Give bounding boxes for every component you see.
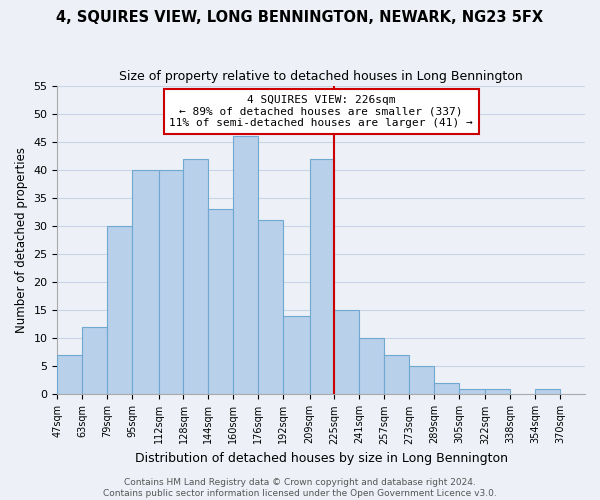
Text: Contains HM Land Registry data © Crown copyright and database right 2024.
Contai: Contains HM Land Registry data © Crown c… — [103, 478, 497, 498]
Y-axis label: Number of detached properties: Number of detached properties — [15, 147, 28, 333]
Bar — [184, 158, 208, 394]
Bar — [409, 366, 434, 394]
Bar — [485, 389, 510, 394]
Text: 4 SQUIRES VIEW: 226sqm
← 89% of detached houses are smaller (337)
11% of semi-de: 4 SQUIRES VIEW: 226sqm ← 89% of detached… — [169, 95, 473, 128]
Bar — [459, 389, 485, 394]
Bar — [208, 209, 233, 394]
Bar — [158, 170, 184, 394]
Bar — [359, 338, 384, 394]
Title: Size of property relative to detached houses in Long Bennington: Size of property relative to detached ho… — [119, 70, 523, 83]
Bar — [535, 389, 560, 394]
Bar — [58, 355, 82, 395]
Bar — [384, 355, 409, 395]
Bar — [132, 170, 158, 394]
Text: 4, SQUIRES VIEW, LONG BENNINGTON, NEWARK, NG23 5FX: 4, SQUIRES VIEW, LONG BENNINGTON, NEWARK… — [56, 10, 544, 25]
Bar — [82, 327, 107, 394]
Bar — [334, 310, 359, 394]
Bar — [283, 316, 310, 394]
Bar — [434, 383, 459, 394]
Bar — [310, 158, 334, 394]
Bar — [107, 226, 132, 394]
X-axis label: Distribution of detached houses by size in Long Bennington: Distribution of detached houses by size … — [135, 452, 508, 465]
Bar — [258, 220, 283, 394]
Bar — [233, 136, 258, 394]
